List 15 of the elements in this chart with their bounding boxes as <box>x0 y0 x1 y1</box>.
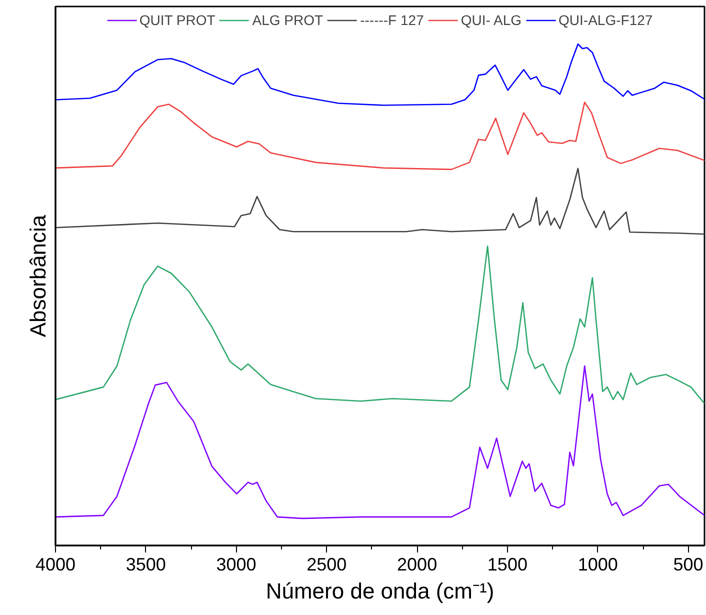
x-tick-label: 3500 <box>126 554 166 574</box>
legend-label: ALG PROT <box>252 12 324 28</box>
x-tick-label: 500 <box>673 554 704 574</box>
legend-label: ------F 127 <box>360 12 424 28</box>
x-tick-label: 4000 <box>35 554 76 574</box>
x-tick-label: 3000 <box>216 554 256 574</box>
x-axis-title: Número de onda (cm⁻¹) <box>266 578 494 604</box>
y-axis-title: Absorbância <box>26 214 50 338</box>
x-tick-label: 1500 <box>487 554 528 574</box>
x-tick-label: 1000 <box>578 554 618 574</box>
legend-label: QUIT PROT <box>139 12 216 28</box>
legend-label: QUI- ALG <box>460 12 522 28</box>
x-tick-label: 2000 <box>397 554 438 574</box>
x-tick-label: 2500 <box>306 554 347 574</box>
legend-label: QUI-ALG-F127 <box>558 12 653 28</box>
